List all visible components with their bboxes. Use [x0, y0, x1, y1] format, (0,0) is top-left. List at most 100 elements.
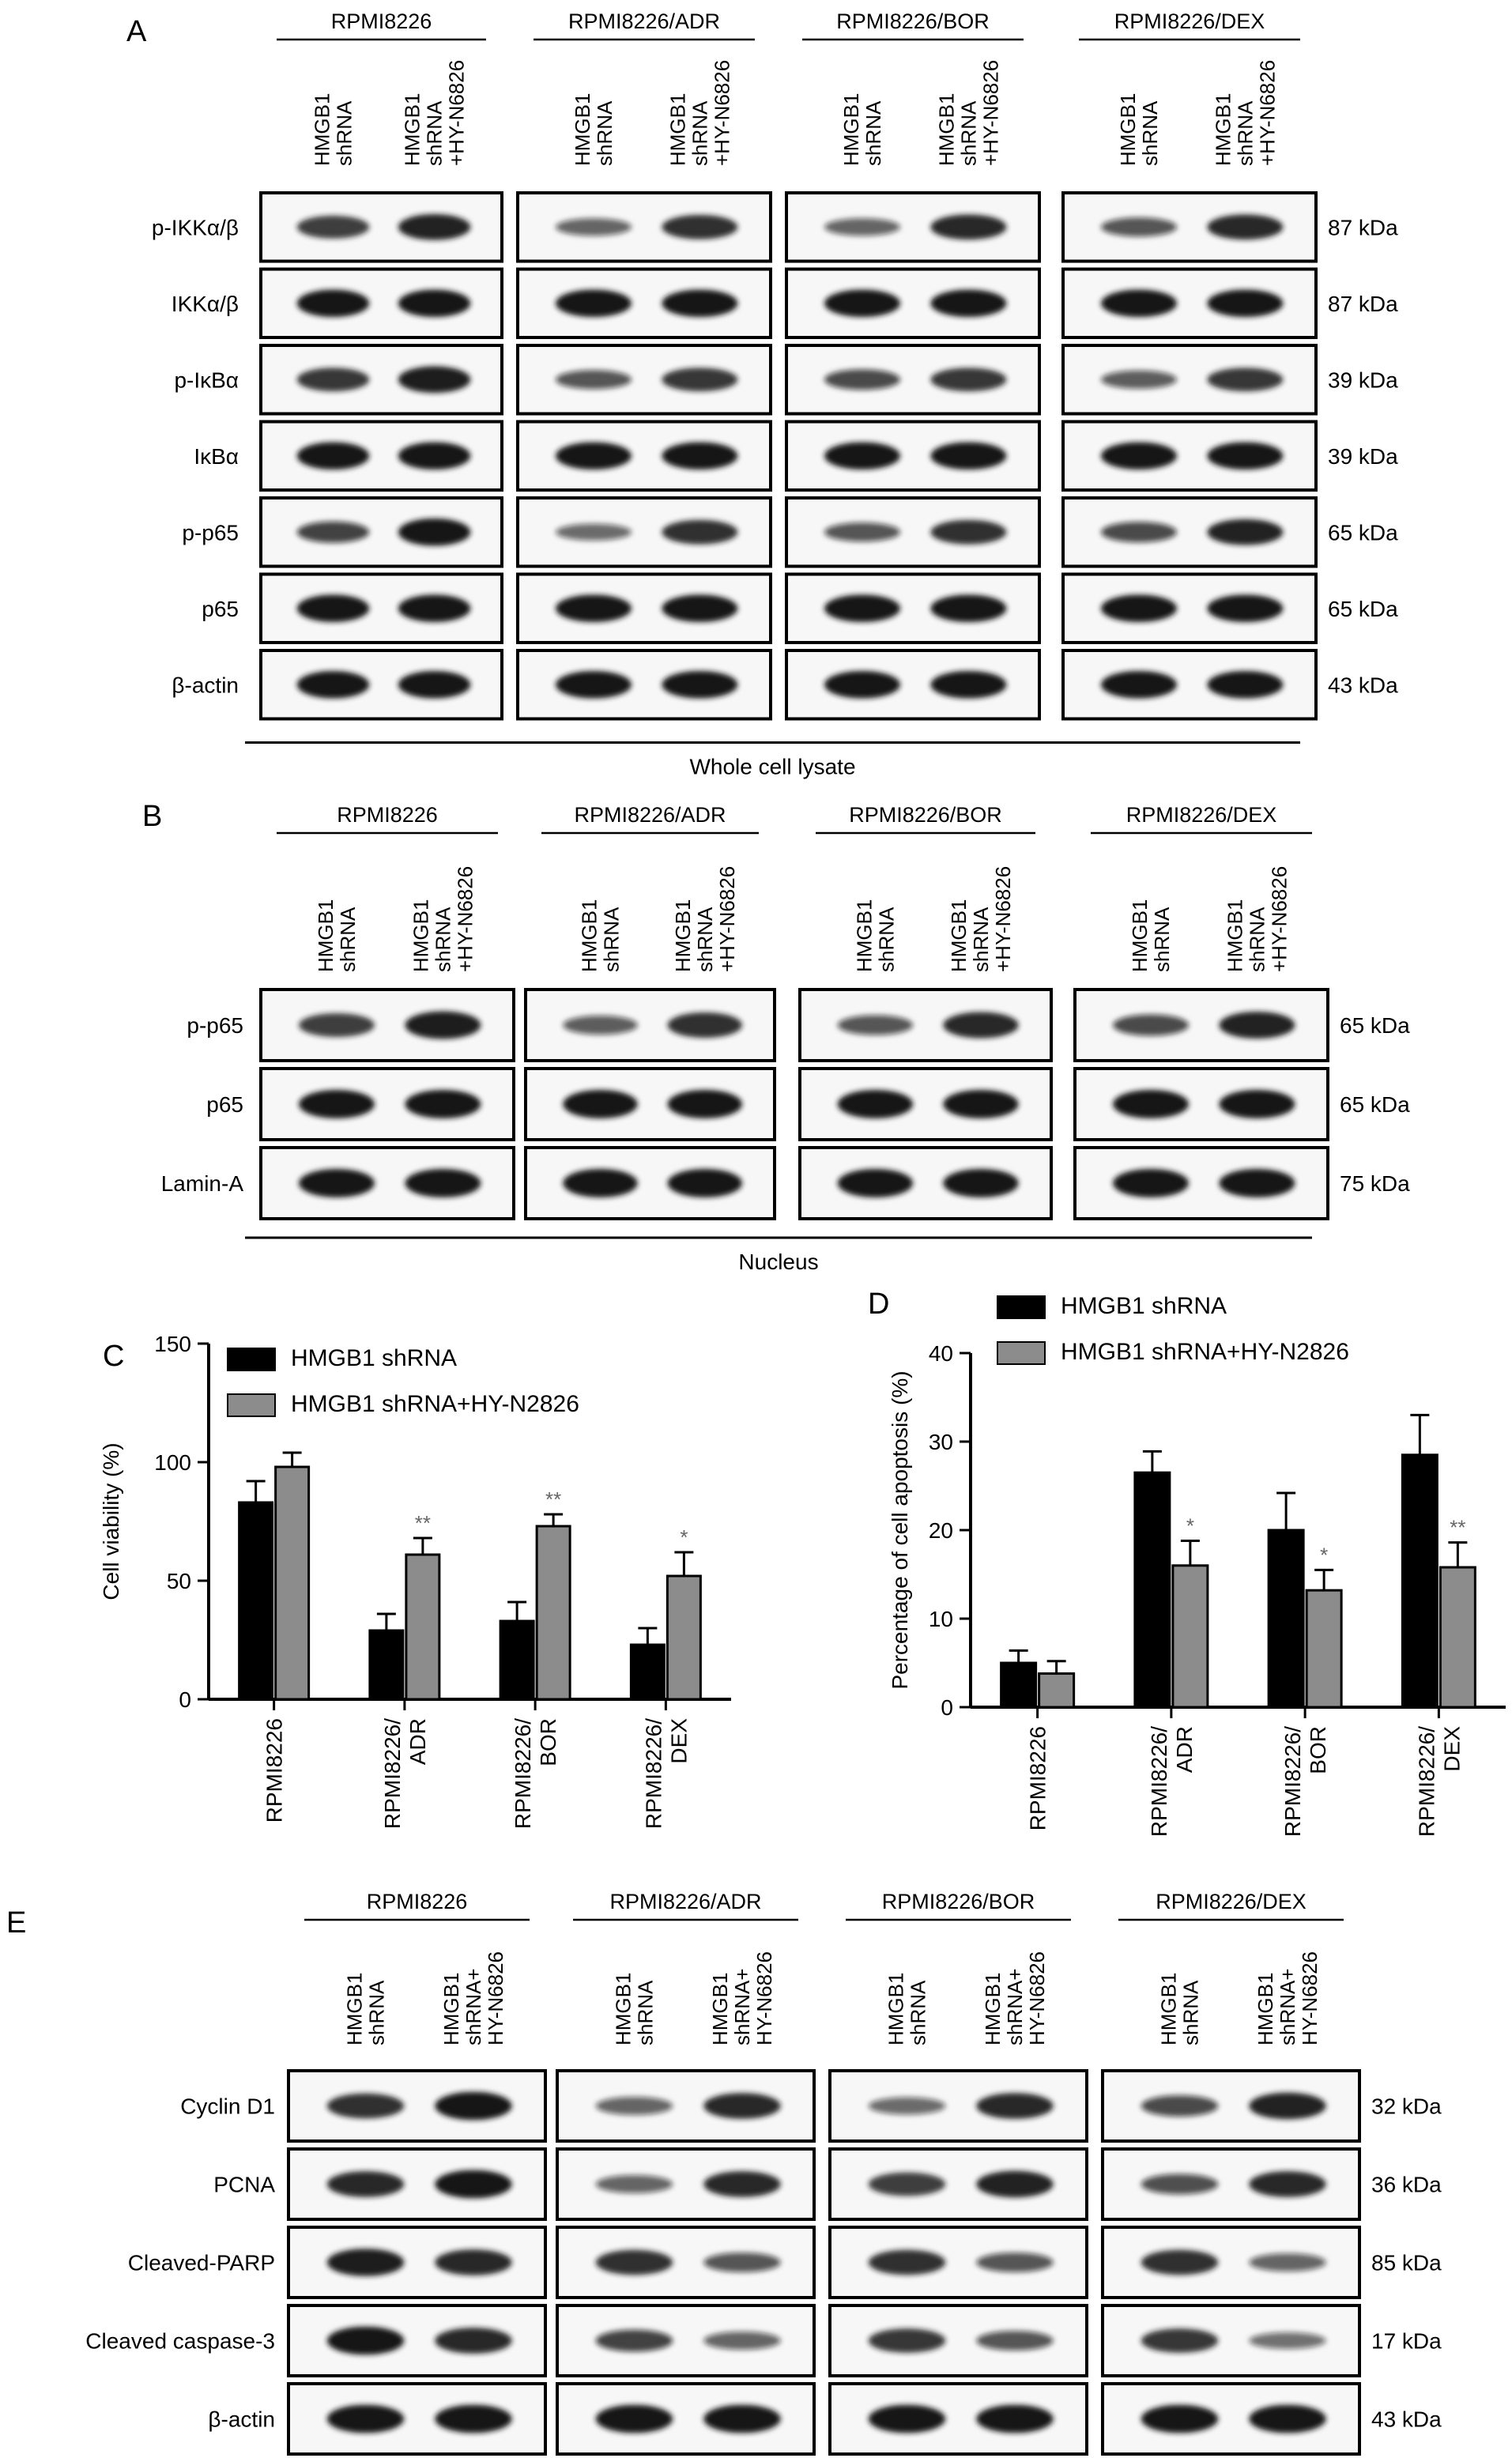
bar-shrna-hy	[1438, 1566, 1476, 1709]
blot-band	[435, 2091, 512, 2121]
y-tick-label: 100	[154, 1450, 191, 1475]
blot-band	[1207, 518, 1284, 545]
blot-band	[296, 368, 370, 392]
blot-band	[556, 523, 632, 541]
bar-shrna	[1267, 1529, 1305, 1709]
lane-label: shRNA	[969, 907, 993, 972]
lane-label: shRNA	[1245, 907, 1269, 972]
legend-swatch	[997, 1341, 1046, 1365]
lane-label: HMGB1	[571, 93, 594, 166]
blot-band	[595, 2329, 673, 2352]
group-header: RPMI8226/DEX	[1126, 803, 1277, 827]
blot-band	[1113, 1014, 1189, 1036]
blot-band	[595, 2249, 673, 2275]
significance-mark: *	[1320, 1543, 1328, 1566]
significance-mark: **	[545, 1487, 561, 1511]
bar-shrna-hy	[666, 1574, 702, 1701]
blot-band	[1249, 2332, 1326, 2349]
y-axis-label: Cell viability (%)	[99, 1442, 123, 1600]
row-label: p-p65	[187, 1013, 243, 1038]
blot-band	[1101, 442, 1177, 470]
blot-band	[943, 1012, 1019, 1039]
blot-band	[326, 2404, 405, 2433]
lane-label: +HY-N6826	[710, 60, 733, 166]
y-tick-label: 0	[941, 1695, 953, 1720]
blot-band	[1101, 522, 1177, 543]
bar-shrna-hy	[1171, 1564, 1209, 1709]
lane-label: shRNA	[874, 907, 898, 972]
x-tick-label: RPMI8226	[1026, 1726, 1050, 1830]
lane-label: shRNA	[862, 100, 885, 166]
blot-band	[930, 289, 1007, 318]
lane-label: shRNA	[593, 100, 616, 166]
blot-band	[1249, 2253, 1326, 2271]
legend-swatch	[227, 1393, 276, 1417]
lane-label: HMGB1	[671, 899, 695, 972]
blot-band	[976, 2170, 1054, 2198]
lane-label: shRNA	[1233, 100, 1257, 166]
blot-band	[1249, 2092, 1326, 2120]
blot-band	[868, 2249, 946, 2275]
blot-band	[662, 442, 738, 470]
group-header: RPMI8226	[337, 803, 438, 827]
bar-shrna	[629, 1643, 666, 1701]
blot-band	[824, 442, 900, 470]
blot-band	[703, 2253, 781, 2272]
blot-band	[837, 1169, 914, 1197]
lane-label: shRNA	[1138, 100, 1162, 166]
blot-band	[326, 2326, 405, 2355]
blot-band	[1141, 2095, 1219, 2117]
blot-band	[326, 2093, 405, 2119]
lane-label: shRNA	[1179, 1980, 1203, 2045]
blot-band	[667, 1090, 743, 1118]
row-label: p65	[206, 1092, 243, 1117]
bar-shrna-hy	[405, 1553, 441, 1701]
blot-band	[405, 1011, 481, 1039]
fraction-label: Nucleus	[738, 1250, 818, 1274]
blot-band	[398, 366, 471, 394]
lane-label: shRNA	[693, 907, 717, 972]
x-tick-label: RPMI8226	[262, 1718, 287, 1823]
blot-band	[837, 1090, 914, 1118]
row-label: Lamin-A	[161, 1171, 244, 1196]
lane-label: HY-N6826	[1025, 1951, 1049, 2045]
x-tick-label: BOR	[536, 1718, 560, 1766]
bar-shrna-hy	[1038, 1672, 1076, 1709]
panel-d-bar-chart: D 0 10 20 30 40 Percentage of cell apoptosis (…	[868, 1287, 1506, 1837]
blot-band	[1249, 2404, 1326, 2433]
blot-frame	[785, 572, 1041, 644]
significance-mark: *	[1186, 1514, 1194, 1537]
x-tick-label: DEX	[1439, 1726, 1464, 1772]
significance-mark: *	[680, 1525, 688, 1549]
blot-band	[930, 670, 1007, 699]
y-tick-label: 30	[929, 1430, 953, 1454]
blot-band	[1141, 2249, 1219, 2275]
blot-band	[1219, 1090, 1295, 1118]
blot-band	[556, 289, 632, 318]
blot-band	[563, 1090, 638, 1118]
blot-band	[667, 1012, 743, 1039]
legend-entry: HMGB1 shRNA+HY-N2826	[1061, 1339, 1349, 1365]
blot-band	[299, 1012, 375, 1038]
blot-band	[868, 2404, 946, 2433]
x-tick-label: RPMI8226/	[1147, 1726, 1171, 1837]
blot-band	[296, 442, 370, 470]
bar-shrna-hy	[274, 1465, 311, 1701]
panel_c-label: C	[103, 1340, 124, 1373]
group-header: RPMI8226/BOR	[849, 803, 1002, 827]
blot-band	[868, 2172, 946, 2196]
lane-label: +HY-N6826	[453, 866, 477, 972]
blot-band	[1141, 2328, 1219, 2353]
blot-band	[398, 594, 471, 623]
row-label: Cyclin D1	[180, 2094, 275, 2119]
kda-label: 39 kDa	[1328, 368, 1398, 392]
blot-band	[563, 1169, 638, 1197]
lane-label: HMGB1	[311, 93, 334, 166]
row-label: IKKα/β	[172, 292, 239, 316]
kda-label: 43 kDa	[1328, 673, 1398, 697]
blot-band	[296, 670, 370, 699]
group-header: RPMI8226/ADR	[609, 1890, 761, 1913]
kda-label: 32 kDa	[1371, 2094, 1442, 2119]
blot-band	[1207, 442, 1284, 470]
